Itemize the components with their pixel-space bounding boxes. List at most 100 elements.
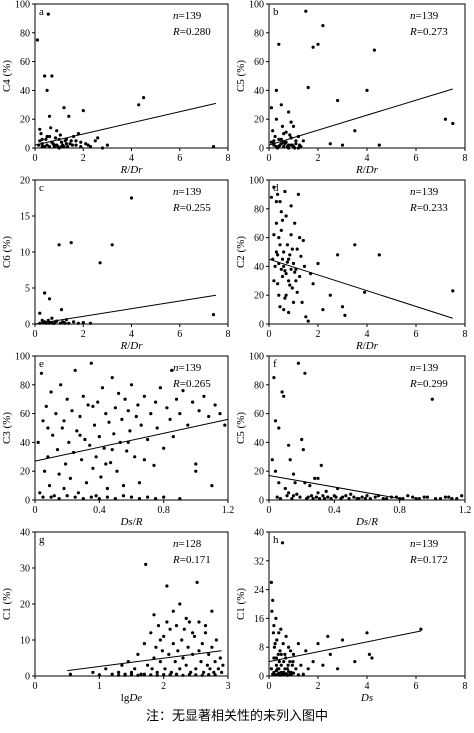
data-point: [162, 446, 166, 450]
data-point: [197, 620, 201, 624]
data-point: [39, 371, 44, 375]
data-point: [178, 602, 182, 606]
data-point: [73, 368, 77, 372]
data-point: [178, 667, 182, 671]
data-point: [163, 667, 167, 671]
x-tick-label: 0: [33, 329, 38, 340]
data-point: [276, 282, 280, 286]
panel-letter: d: [273, 182, 279, 194]
data-point: [280, 124, 285, 128]
data-point: [55, 448, 60, 452]
y-tick-label: 20: [20, 115, 30, 126]
x-axis-label: lgDe: [121, 692, 143, 704]
data-point: [306, 85, 310, 90]
data-point: [276, 253, 280, 257]
data-point: [194, 469, 198, 473]
data-point: [178, 412, 182, 416]
x-tick-label: 0.4: [328, 505, 341, 516]
data-point: [203, 631, 208, 635]
data-point: [200, 673, 204, 677]
data-point: [210, 609, 214, 613]
data-point: [142, 642, 146, 646]
data-point: [66, 145, 70, 149]
data-point: [295, 492, 299, 496]
data-point: [272, 185, 276, 189]
data-point: [40, 145, 44, 149]
data-point: [298, 274, 302, 279]
data-point: [281, 642, 285, 646]
data-point: [112, 432, 116, 436]
data-point: [158, 660, 162, 664]
data-point: [149, 673, 153, 677]
data-point: [76, 491, 80, 495]
data-point: [272, 645, 276, 649]
data-point: [158, 386, 162, 390]
panel-e: 0 0.4 0.8 1.2 0 20 40 60 80 100 C3 (%) Ds/R e n=139 R=…: [1, 352, 234, 529]
data-point: [289, 673, 293, 677]
y-tick-label: 15: [20, 212, 30, 223]
x-axis-label: Ds/R: [119, 516, 142, 528]
data-point: [278, 305, 282, 309]
data-point: [69, 139, 73, 143]
data-point: [365, 631, 369, 635]
data-point: [274, 616, 278, 621]
data-point: [170, 368, 174, 372]
data-point: [279, 103, 283, 107]
y-tick-label: 0: [25, 144, 30, 155]
data-point: [294, 279, 298, 283]
data-point: [45, 88, 49, 92]
data-point: [368, 497, 372, 501]
data-point: [214, 638, 218, 642]
data-point: [97, 673, 101, 677]
data-point: [372, 48, 376, 52]
data-point: [272, 624, 276, 628]
data-point: [59, 383, 63, 387]
data-point: [422, 495, 426, 499]
data-point: [296, 146, 300, 150]
data-point: [192, 634, 197, 639]
data-point: [299, 663, 303, 667]
panel-letter: c: [39, 182, 44, 194]
data-point: [165, 406, 169, 410]
data-point: [105, 495, 109, 499]
data-point: [322, 497, 327, 501]
y-tick-label: 100: [249, 0, 264, 11]
data-point: [282, 145, 286, 149]
data-point: [282, 308, 286, 312]
data-point: [336, 253, 340, 257]
data-point: [107, 420, 111, 424]
data-point: [117, 391, 121, 395]
data-point: [146, 663, 150, 667]
data-point: [168, 627, 172, 631]
data-point: [283, 486, 287, 491]
n-annotation: n=139: [410, 186, 439, 198]
data-point: [273, 134, 277, 139]
panel-letter: a: [39, 6, 44, 18]
data-point: [51, 321, 55, 325]
data-point: [64, 462, 68, 466]
r-annotation: R=0.172: [409, 554, 448, 566]
data-point: [290, 247, 294, 251]
data-point: [171, 642, 175, 646]
x-tick-label: 8: [463, 153, 468, 164]
panel-letter: h: [273, 534, 279, 546]
regression-line: [34, 102, 217, 146]
data-point: [150, 667, 154, 671]
data-point: [137, 497, 142, 501]
data-point: [211, 313, 216, 317]
data-point: [311, 45, 315, 49]
data-point: [171, 435, 175, 439]
data-point: [309, 494, 314, 498]
data-point: [43, 291, 47, 295]
data-point: [142, 672, 146, 676]
n-annotation: n=139: [173, 10, 202, 22]
data-point: [191, 400, 195, 404]
data-point: [68, 476, 72, 480]
data-point: [149, 631, 153, 635]
data-point: [287, 146, 291, 150]
data-point: [58, 133, 62, 137]
data-point: [92, 423, 97, 427]
data-point: [168, 673, 172, 677]
